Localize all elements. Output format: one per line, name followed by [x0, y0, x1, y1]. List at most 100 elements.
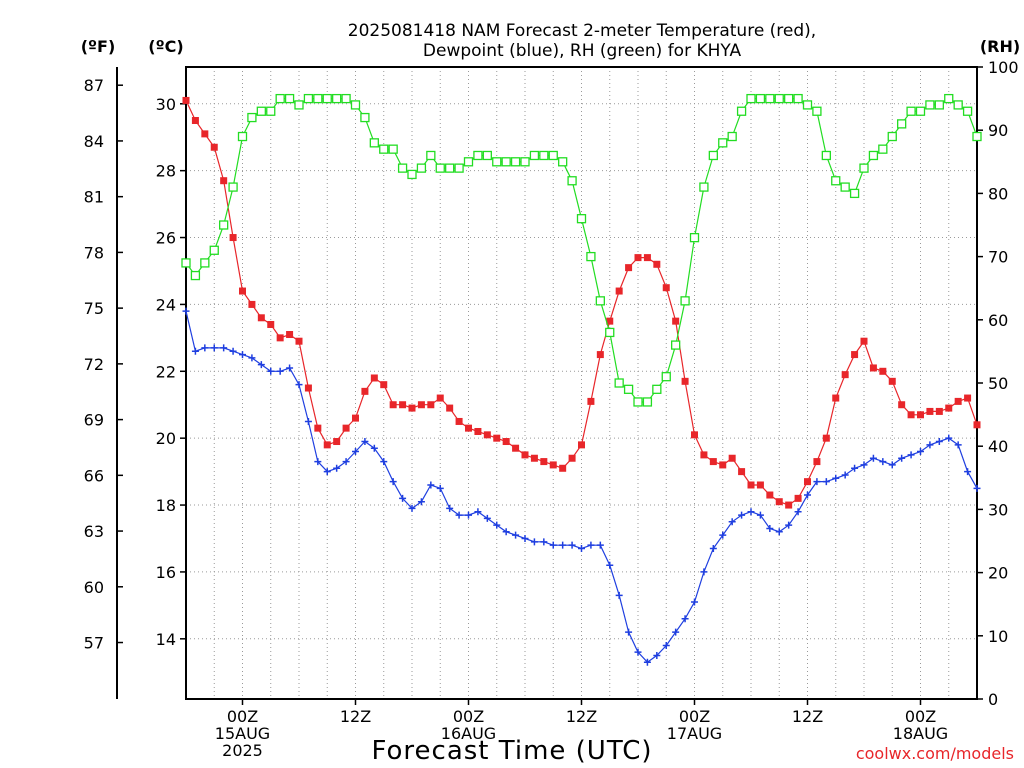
rh-tick-label: 0	[988, 690, 998, 709]
temperature-point	[615, 287, 623, 295]
dewpoint-point	[455, 511, 463, 519]
dewpoint-point	[747, 508, 755, 516]
rh-point	[445, 163, 455, 173]
rh-point	[360, 112, 370, 123]
temperature-point	[408, 404, 416, 412]
dewpoint-point	[898, 454, 906, 462]
rh-point	[529, 150, 540, 161]
rh-point	[313, 93, 323, 104]
temperature-point	[832, 394, 840, 402]
rh-point	[237, 131, 248, 142]
fahrenheit-tick-label: 81	[84, 188, 104, 207]
rh-point	[322, 93, 332, 104]
dewpoint-point	[483, 514, 491, 522]
rh-point	[718, 138, 728, 148]
temperature-point	[954, 397, 962, 405]
temperature-point	[785, 501, 793, 509]
temperature-point	[304, 384, 312, 392]
rh-point	[840, 182, 850, 192]
rh-point	[614, 378, 624, 388]
dewpoint-point	[201, 344, 209, 352]
temperature-point	[361, 387, 369, 395]
dewpoint-point	[794, 508, 802, 516]
temperature-point	[578, 441, 585, 449]
rh-point	[736, 106, 747, 116]
rh-point	[680, 296, 690, 306]
temperature-point	[926, 407, 934, 415]
rh-tick-label: 100	[988, 58, 1019, 77]
grid-lines	[186, 67, 977, 699]
temperature-point	[502, 438, 510, 446]
temperature-point	[267, 320, 275, 328]
temperature-point	[587, 397, 595, 405]
dewpoint-point	[502, 528, 510, 536]
rh-point	[755, 93, 766, 104]
rh-point	[558, 157, 568, 167]
dewpoint-point	[361, 438, 369, 446]
dewpoint-point	[549, 541, 557, 549]
celsius-tick-label: 24	[156, 295, 176, 314]
temperature-point	[342, 424, 350, 432]
fahrenheit-tick-label: 57	[84, 634, 104, 653]
temperature-point	[182, 96, 190, 104]
rh-point	[661, 372, 671, 382]
dewpoint-point	[785, 521, 793, 529]
dewpoint-point	[493, 521, 501, 529]
dewpoint-point	[841, 471, 849, 479]
dewpoint-point	[512, 531, 520, 539]
dewpoint-point	[973, 484, 981, 492]
dewpoint-point	[182, 307, 190, 315]
temperature-point	[662, 284, 670, 292]
dewpoint-point	[191, 347, 199, 355]
rh-axis-label: (RH)	[980, 37, 1020, 56]
rh-point	[576, 214, 587, 224]
rh-point	[332, 93, 342, 104]
temperature-point	[512, 444, 520, 452]
temperature-point	[888, 377, 896, 385]
dewpoint-point	[465, 511, 472, 519]
dewpoint-point	[719, 531, 727, 539]
rh-tick-label: 60	[988, 311, 1008, 330]
dewpoint-point	[907, 451, 915, 459]
series-dewpoint	[182, 307, 981, 666]
x-tick-label: 16AUG	[441, 724, 496, 743]
rh-point	[219, 220, 229, 230]
tick-labels: 14 16 18 20 22 24 26 28 30 57 60 63 66 69 72 75 78 81 84 87…	[84, 58, 1019, 760]
dewpoint-point	[295, 381, 303, 389]
chart-title-line1: 2025081418 NAM Forecast 2-meter Temperat…	[348, 21, 816, 41]
source-credit: coolwx.com/models	[856, 744, 1014, 763]
temperature-point	[248, 300, 256, 308]
temperature-point	[634, 254, 642, 262]
dewpoint-point	[606, 561, 614, 569]
fahrenheit-tick-label: 69	[84, 411, 104, 430]
dewpoint-point	[286, 364, 294, 372]
rh-point	[925, 100, 935, 110]
rh-point	[388, 144, 398, 154]
rh-tick-label: 80	[988, 184, 1008, 203]
dewpoint-point	[257, 361, 265, 369]
rh-point	[200, 258, 210, 268]
dewpoint-point	[333, 464, 341, 472]
temperature-point	[352, 414, 359, 422]
dewpoint-point	[446, 504, 454, 512]
rh-point	[181, 258, 191, 268]
rh-point	[397, 163, 408, 173]
fahrenheit-tick-label: 84	[84, 132, 104, 151]
dewpoint-point	[210, 344, 218, 352]
temperature-point	[474, 427, 482, 435]
x-tick-label: 12Z	[340, 707, 371, 726]
rh-tick-label: 20	[988, 564, 1008, 583]
dewpoint-point	[917, 448, 924, 456]
rh-point	[944, 93, 954, 104]
dewpoint-point	[775, 528, 783, 536]
temperature-point	[898, 401, 906, 409]
dewpoint-point	[389, 478, 397, 486]
temperature-point	[672, 317, 680, 325]
rh-point	[407, 169, 417, 180]
rh-point	[548, 150, 558, 161]
dewpoint-point	[248, 354, 256, 362]
rh-point	[492, 157, 502, 167]
temperature-point	[455, 417, 463, 425]
dewpoint-point	[851, 464, 859, 472]
fahrenheit-tick-label: 87	[84, 76, 104, 95]
